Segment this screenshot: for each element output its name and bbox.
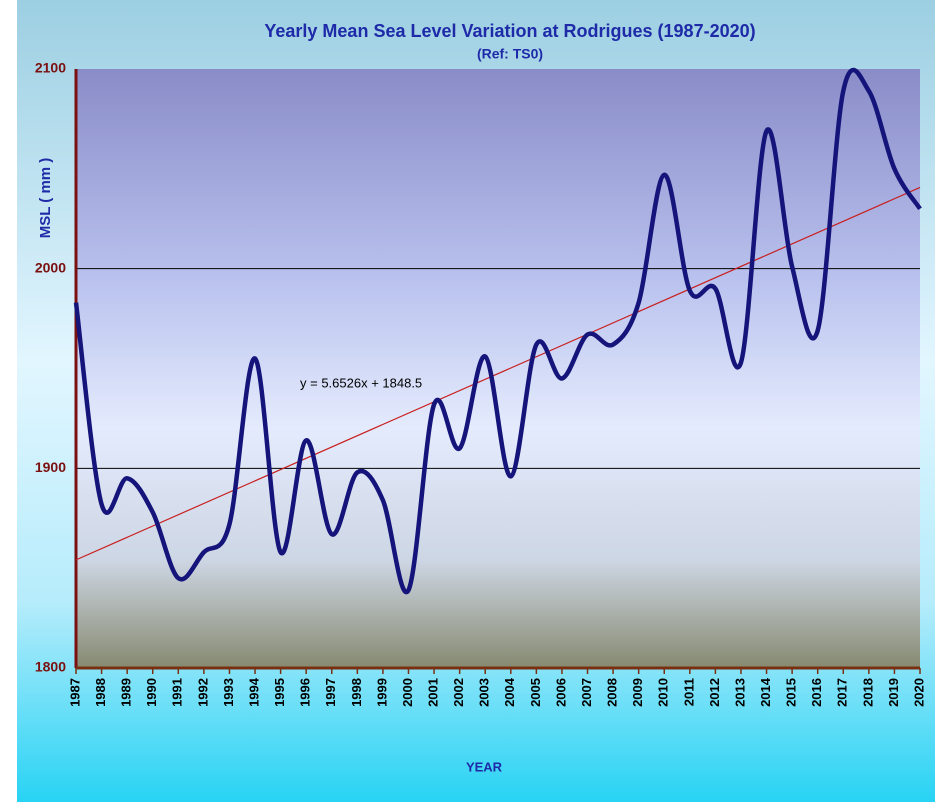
x-tick-label: 1999 — [374, 678, 389, 707]
chart-subtitle: (Ref: TS0) — [477, 46, 543, 62]
x-tick-label: 2012 — [707, 678, 722, 707]
x-tick-label: 2002 — [451, 678, 466, 707]
x-tick-label: 1992 — [195, 678, 210, 707]
x-tick-label: 2000 — [400, 678, 415, 707]
y-tick-label: 2000 — [35, 259, 66, 275]
x-tick-label: 2003 — [477, 678, 492, 707]
x-tick-label: 2018 — [860, 678, 875, 707]
x-tick-label: 2011 — [681, 678, 696, 706]
x-tick-label: 2015 — [784, 678, 799, 707]
trendline — [75, 186, 921, 561]
plot-area — [76, 69, 920, 668]
x-tick-label: 1991 — [170, 678, 185, 707]
x-tick-label: 1994 — [246, 677, 261, 707]
x-tick-label: 2004 — [502, 677, 517, 707]
x-tick-label: 2014 — [758, 677, 773, 707]
x-tick-label: 2010 — [656, 678, 671, 707]
x-tick-label: 1993 — [221, 678, 236, 707]
x-tick-label: 2001 — [425, 678, 440, 707]
x-axis-label: YEAR — [466, 759, 503, 774]
chart-title: Yearly Mean Sea Level Variation at Rodri… — [264, 21, 755, 41]
y-tick-label: 1900 — [35, 459, 66, 475]
x-tick-label: 1996 — [298, 678, 313, 707]
x-tick-label: 1997 — [323, 678, 338, 707]
x-tick-label: 1998 — [349, 678, 364, 707]
x-tick-label: 1988 — [93, 678, 108, 707]
x-tick-label: 2019 — [886, 678, 901, 707]
x-tick-label: 1995 — [272, 678, 287, 707]
x-tick-label: 2007 — [579, 678, 594, 707]
x-tick-label: 2008 — [605, 678, 620, 707]
data-line — [73, 67, 922, 595]
x-tick-label: 2005 — [528, 678, 543, 707]
x-tick-label: 2020 — [911, 678, 926, 707]
x-tick-label: 2006 — [553, 678, 568, 707]
y-tick-label: 1800 — [35, 659, 66, 675]
x-tick-label: 2013 — [732, 678, 747, 707]
x-tick-label: 1987 — [67, 678, 82, 707]
x-tick-label: 2016 — [809, 678, 824, 707]
x-tick-label: 2009 — [630, 678, 645, 707]
x-tick-label: 2017 — [835, 678, 850, 707]
trendline-label: y = 5.6526x + 1848.5 — [300, 375, 422, 390]
y-axis-label: MSL ( mm ) — [37, 158, 54, 239]
x-tick-label: 1989 — [119, 678, 134, 707]
x-tick-label: 1990 — [144, 678, 159, 707]
y-tick-label: 2100 — [35, 60, 66, 76]
